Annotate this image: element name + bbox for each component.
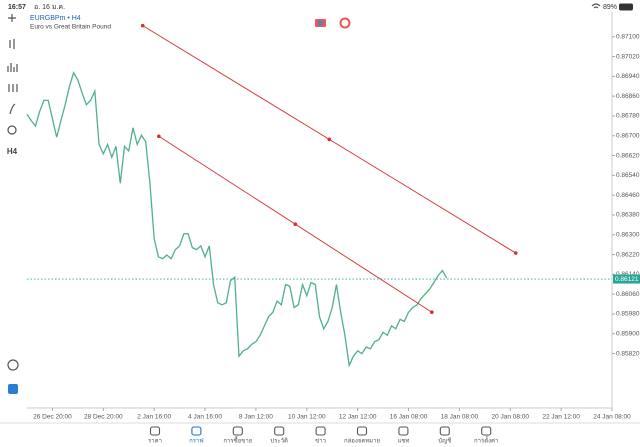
crosshair-tool[interactable] [8,14,16,22]
trade-button-inner [318,21,323,25]
status-time: 16:57 [8,4,26,11]
timeframe[interactable]: H4 [7,147,18,156]
left-toolbar: H4 [7,14,19,394]
y-tick-label: 0.85980 [616,311,640,318]
market-button[interactable] [8,384,18,394]
battery-icon [619,3,633,11]
nav-label[interactable]: กล่องจดหมาย [344,438,380,445]
wifi-icon [591,3,601,9]
trendline-handle [293,222,298,227]
trendline-point [513,251,518,255]
price-line [26,71,448,368]
x-tick-label: 16 Jan 08:00 [390,414,428,421]
y-tick-label: 0.87100 [616,33,640,40]
chart-type-tool[interactable] [9,39,15,49]
y-tick-label: 0.86220 [616,251,640,258]
y-tick-label: 0.86780 [616,113,640,120]
nav-icon[interactable] [232,426,243,436]
nav-icon[interactable] [398,426,409,436]
x-tick-label: 22 Jan 12:00 [542,414,580,421]
indicators-tool[interactable] [7,63,18,72]
symbol-title: EURGBPm • H4 [30,15,81,22]
x-tick-label: 8 Jan 12:00 [239,414,273,421]
y-tick-label: 0.86540 [616,172,640,179]
nav-label[interactable]: บัญชี [438,437,451,445]
nav-icon[interactable] [274,426,285,436]
status-date: อ. 16 ม.ค. [34,4,65,11]
x-tick-label: 18 Jan 08:00 [441,414,479,421]
nav-label[interactable]: ข่าว [315,438,326,445]
trendline-handle [327,137,332,142]
y-tick-label: 0.86940 [616,73,640,80]
y-tick-label: 0.86620 [616,152,640,159]
x-tick-label: 12 Jan 12:00 [339,414,377,421]
y-tick-label: 0.86860 [616,93,640,100]
current-price-tag [613,274,640,284]
x-tick-label: 4 Jan 16:00 [188,414,222,421]
nav-label[interactable]: ราคา [148,438,162,445]
x-tick-label: 20 Jan 08:00 [491,414,529,421]
x-tick-label: 24 Jan 08:00 [593,414,631,421]
nav-icon[interactable] [191,426,202,436]
nav-icon[interactable] [149,426,161,436]
objects-tool[interactable] [8,84,18,92]
x-tick-label: 2 Jan 16:00 [137,414,171,421]
one-click-toggle[interactable] [339,17,351,29]
nav-icon[interactable] [481,426,492,436]
x-tick-label: 26 Dec 20:00 [33,414,72,421]
symbol-subtitle: Euro vs Great Britain Pound [30,24,111,31]
y-tick-label: 0.87020 [616,53,640,60]
battery-level: 89% [603,4,617,11]
y-tick-label: 0.85900 [616,330,640,337]
nav-label[interactable]: การตั้งค่า [474,435,498,445]
nav-icon[interactable] [315,426,326,436]
y-tick-label: 0.86700 [616,132,640,139]
y-tick-label: 0.86300 [616,231,640,238]
y-tick-label: 0.85820 [616,350,640,357]
signal-tool[interactable] [7,359,19,371]
nav-icon[interactable] [439,426,450,436]
y-tick-label: 0.86060 [616,291,640,298]
trendline-point [157,134,161,139]
nav-label[interactable]: การซื้อขาย [223,435,252,445]
trendline-point [140,23,145,28]
x-tick-label: 28 Dec 20:00 [84,414,123,421]
y-tick-label: 0.86380 [616,212,640,219]
shapes-tool[interactable] [7,125,17,135]
x-tick-label: 10 Jan 12:00 [288,414,326,421]
trendline-point [430,310,434,315]
nav-label[interactable]: ประวัติ [270,438,288,445]
current-price-label: 0.86121 [615,276,639,283]
y-tick-label: 0.86460 [616,192,640,199]
nav-label[interactable]: กราฟ [189,438,203,445]
nav-label[interactable]: แชท [397,438,409,445]
function-tool[interactable] [9,103,16,115]
nav-icon[interactable] [356,426,368,436]
